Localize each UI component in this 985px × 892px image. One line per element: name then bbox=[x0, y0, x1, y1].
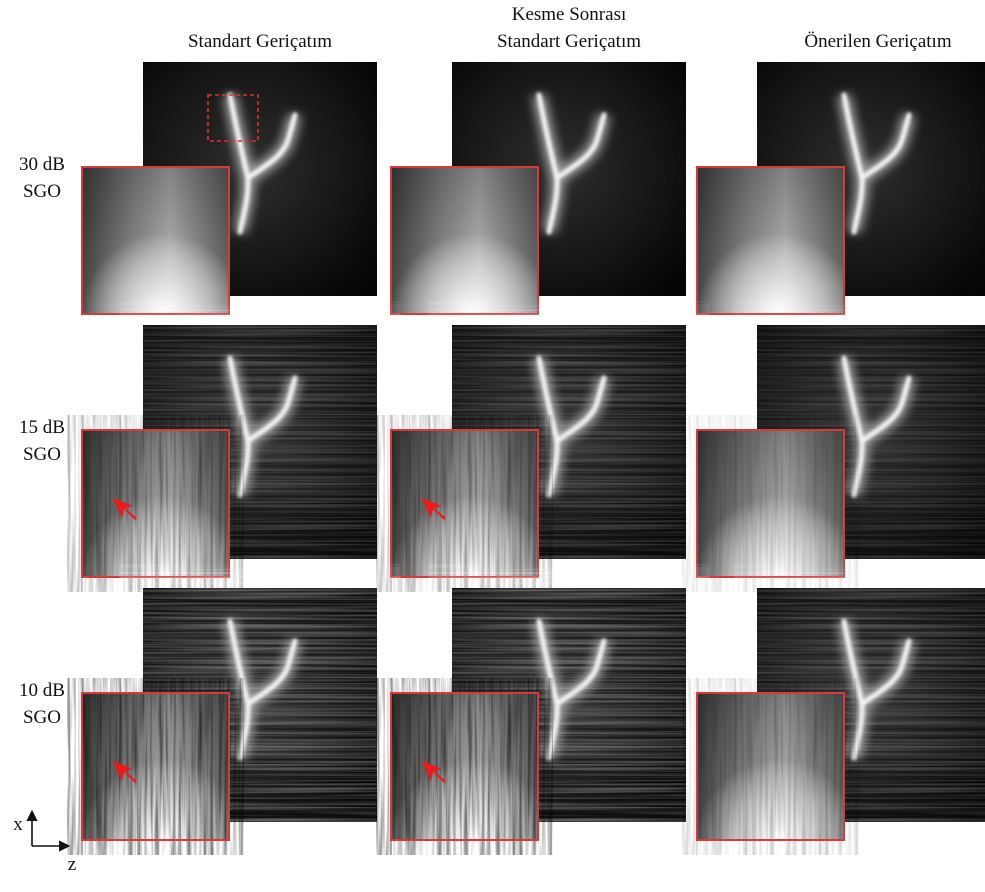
row-label: SGO bbox=[23, 707, 61, 728]
row-label: SGO bbox=[23, 444, 61, 465]
row-label: 10 dB bbox=[19, 680, 65, 701]
inset-glow bbox=[697, 167, 844, 314]
zoom-inset bbox=[82, 693, 229, 840]
inset-glow bbox=[391, 167, 538, 314]
inset-noise bbox=[391, 693, 538, 840]
inset-noise bbox=[82, 430, 229, 577]
zoom-inset bbox=[82, 430, 229, 577]
column-header: Önerilen Geriçatım bbox=[804, 31, 951, 52]
zoom-inset bbox=[697, 693, 844, 840]
zoom-inset bbox=[391, 693, 538, 840]
column-header: Standart Geriçatım bbox=[497, 31, 641, 52]
zoom-inset bbox=[82, 167, 229, 314]
inset-glow bbox=[82, 167, 229, 314]
row-label: 30 dB bbox=[19, 154, 65, 175]
zoom-inset bbox=[391, 167, 538, 314]
column-header: Kesme Sonrası bbox=[512, 4, 627, 25]
inset-noise bbox=[391, 430, 538, 577]
inset-noise bbox=[697, 693, 844, 840]
figure: Standart Geriçatım Kesme Sonrası Standart … bbox=[0, 0, 985, 892]
axis-label: x bbox=[13, 814, 23, 835]
zoom-inset bbox=[697, 430, 844, 577]
inset-noise bbox=[697, 430, 844, 577]
axis-label: z bbox=[68, 854, 76, 875]
axis-indicator: xz bbox=[13, 812, 76, 875]
zoom-inset bbox=[697, 167, 844, 314]
column-header: Standart Geriçatım bbox=[188, 31, 332, 52]
zoom-inset bbox=[391, 430, 538, 577]
row-label: 15 dB bbox=[19, 417, 65, 438]
inset-noise bbox=[82, 693, 229, 840]
row-label: SGO bbox=[23, 181, 61, 202]
